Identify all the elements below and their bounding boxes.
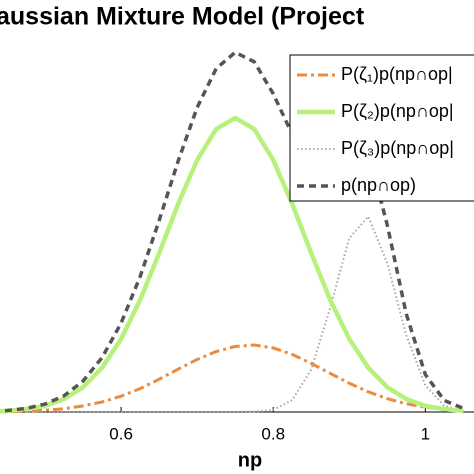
legend-label: P(ζ₂)p(np∩op| [341, 101, 454, 121]
x-tick-label: 1 [421, 424, 430, 443]
legend-label: P(ζ₁)p(np∩op| [341, 64, 453, 84]
legend-box [289, 54, 474, 202]
x-axis-label: np [238, 449, 262, 471]
chart-title: aussian Mixture Model (Project [0, 3, 365, 31]
legend: P(ζ₁)p(np∩op| P(ζ₂)p(np∩op| P(ζ₃)p(np∩op| p… [289, 54, 474, 202]
x-tick-label: 0.8 [261, 424, 285, 443]
legend-label: P(ζ₃)p(np∩op| [341, 138, 454, 158]
series-line [0, 215, 464, 413]
series-line [0, 115, 464, 414]
series-line [0, 343, 464, 414]
legend-label: p(np∩op) [341, 175, 416, 195]
x-tick-label: 0.6 [109, 424, 133, 443]
